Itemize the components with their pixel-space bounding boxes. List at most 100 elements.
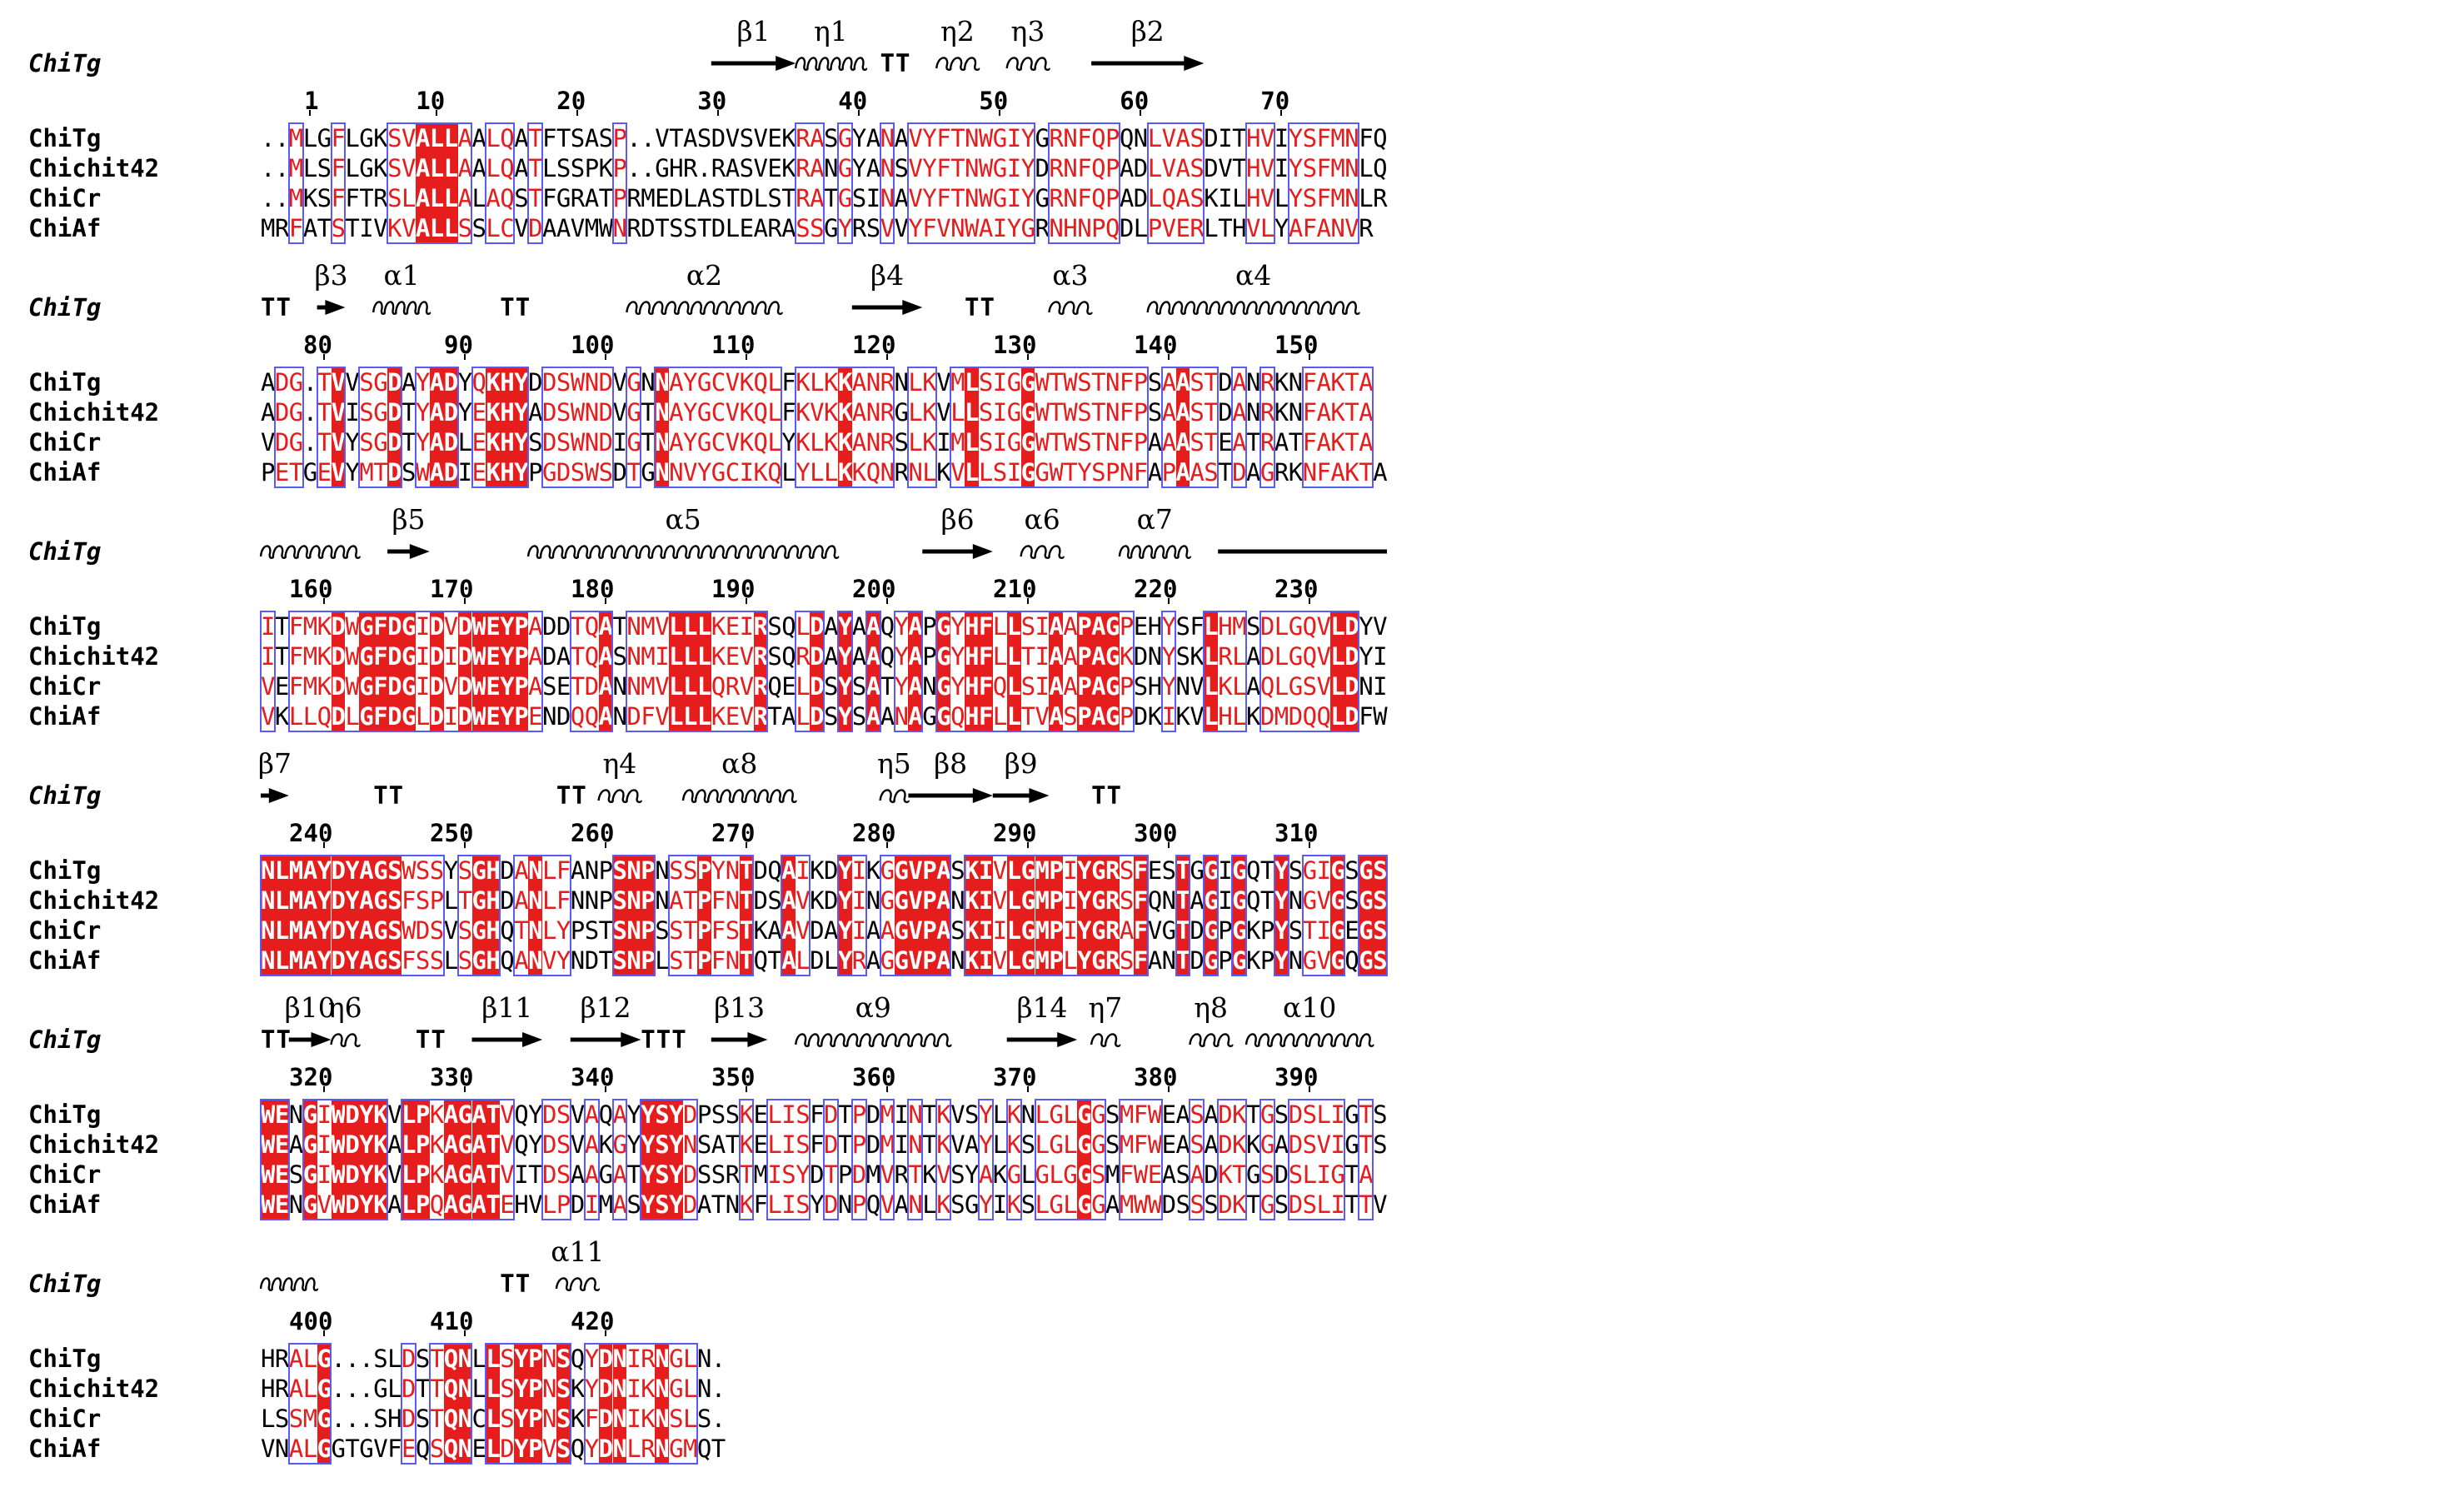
- residue: .: [261, 184, 276, 212]
- residue: G: [626, 398, 641, 427]
- residue: L: [683, 671, 698, 701]
- residue: A: [415, 183, 431, 213]
- residue: S: [978, 368, 994, 397]
- residue: Q: [514, 1100, 529, 1129]
- residue: K: [1330, 428, 1345, 457]
- conservation-box: [1203, 855, 1220, 976]
- residue: S: [1133, 672, 1149, 701]
- residue: S: [711, 1100, 726, 1129]
- residue: N: [584, 398, 600, 427]
- alignment-column: A: [1373, 367, 1387, 487]
- alignment-block: ChiTg TT β3 α1 TT α2 β4 TT α3 α4 80 90 100 110 120 130 1…: [0, 261, 2464, 511]
- residue: M: [1330, 184, 1345, 212]
- residue: V: [612, 398, 627, 427]
- residue: L: [443, 123, 459, 153]
- residue: K: [1246, 916, 1261, 945]
- residue: S: [1020, 1190, 1036, 1219]
- residue: E: [486, 671, 501, 701]
- residue: S: [978, 398, 994, 427]
- residue: P: [922, 642, 937, 671]
- structure-element-label: β3: [314, 259, 348, 292]
- ruler-tick: [436, 110, 438, 116]
- residue: M: [302, 642, 318, 671]
- residue: L: [1274, 642, 1289, 671]
- residue: A: [824, 612, 839, 641]
- residue: K: [711, 642, 726, 671]
- beta-strand-arrow: [387, 544, 430, 559]
- residue: W: [978, 124, 994, 152]
- helix-coil: [1090, 1033, 1121, 1047]
- residue: T: [655, 214, 670, 242]
- residue: G: [359, 641, 374, 671]
- residue: L: [1006, 671, 1022, 701]
- residue: I: [457, 458, 473, 487]
- residue: R: [1049, 124, 1064, 152]
- residue: V: [655, 702, 670, 731]
- residue: .: [345, 1345, 360, 1373]
- residue: L: [429, 123, 445, 153]
- residue: A: [865, 671, 881, 701]
- residue: K: [837, 397, 853, 427]
- residue: Y: [345, 428, 360, 457]
- residue-number: 80: [303, 331, 332, 359]
- residue: V: [936, 398, 951, 427]
- residue: G: [1246, 1160, 1261, 1189]
- residue: Y: [1288, 124, 1304, 152]
- residue: T: [402, 428, 416, 457]
- residue: A: [1175, 154, 1190, 182]
- residue: N: [570, 886, 586, 915]
- residue: L: [810, 428, 825, 457]
- residue: T: [359, 184, 374, 212]
- ruler-tick: [464, 842, 466, 848]
- residue: V: [725, 124, 741, 152]
- residue: T: [1204, 368, 1219, 397]
- residue: G: [402, 611, 416, 641]
- conservation-box: [541, 367, 614, 488]
- residue: Y: [317, 916, 332, 946]
- ruler-tick: [1027, 354, 1030, 360]
- residue: A: [457, 184, 473, 212]
- residue-number: 360: [852, 1063, 896, 1091]
- residue: W: [471, 641, 486, 671]
- residue: N: [1049, 214, 1064, 242]
- residue: S: [725, 1100, 741, 1129]
- residue: K: [837, 457, 853, 487]
- residue: I: [415, 642, 431, 671]
- residue: V: [725, 368, 741, 397]
- residue: A: [1246, 672, 1261, 701]
- structure-element-label: α11: [551, 1235, 605, 1268]
- residue: Q: [1373, 124, 1388, 152]
- residue: I: [1218, 124, 1233, 152]
- residue: K: [1246, 702, 1261, 731]
- residue: Q: [767, 458, 782, 487]
- residue: H: [1246, 184, 1261, 212]
- residue-number: 160: [289, 575, 333, 603]
- residue: A: [810, 184, 825, 212]
- residue: P: [1133, 428, 1149, 457]
- residue: D: [443, 367, 459, 397]
- residue: W: [1063, 368, 1078, 397]
- residue-number: 260: [571, 819, 615, 847]
- residue: A: [415, 153, 431, 183]
- helix-coil: [259, 545, 361, 559]
- residue: D: [443, 457, 459, 487]
- residue: S: [1020, 672, 1036, 701]
- residue: G: [894, 398, 909, 427]
- residue: Y: [345, 916, 360, 946]
